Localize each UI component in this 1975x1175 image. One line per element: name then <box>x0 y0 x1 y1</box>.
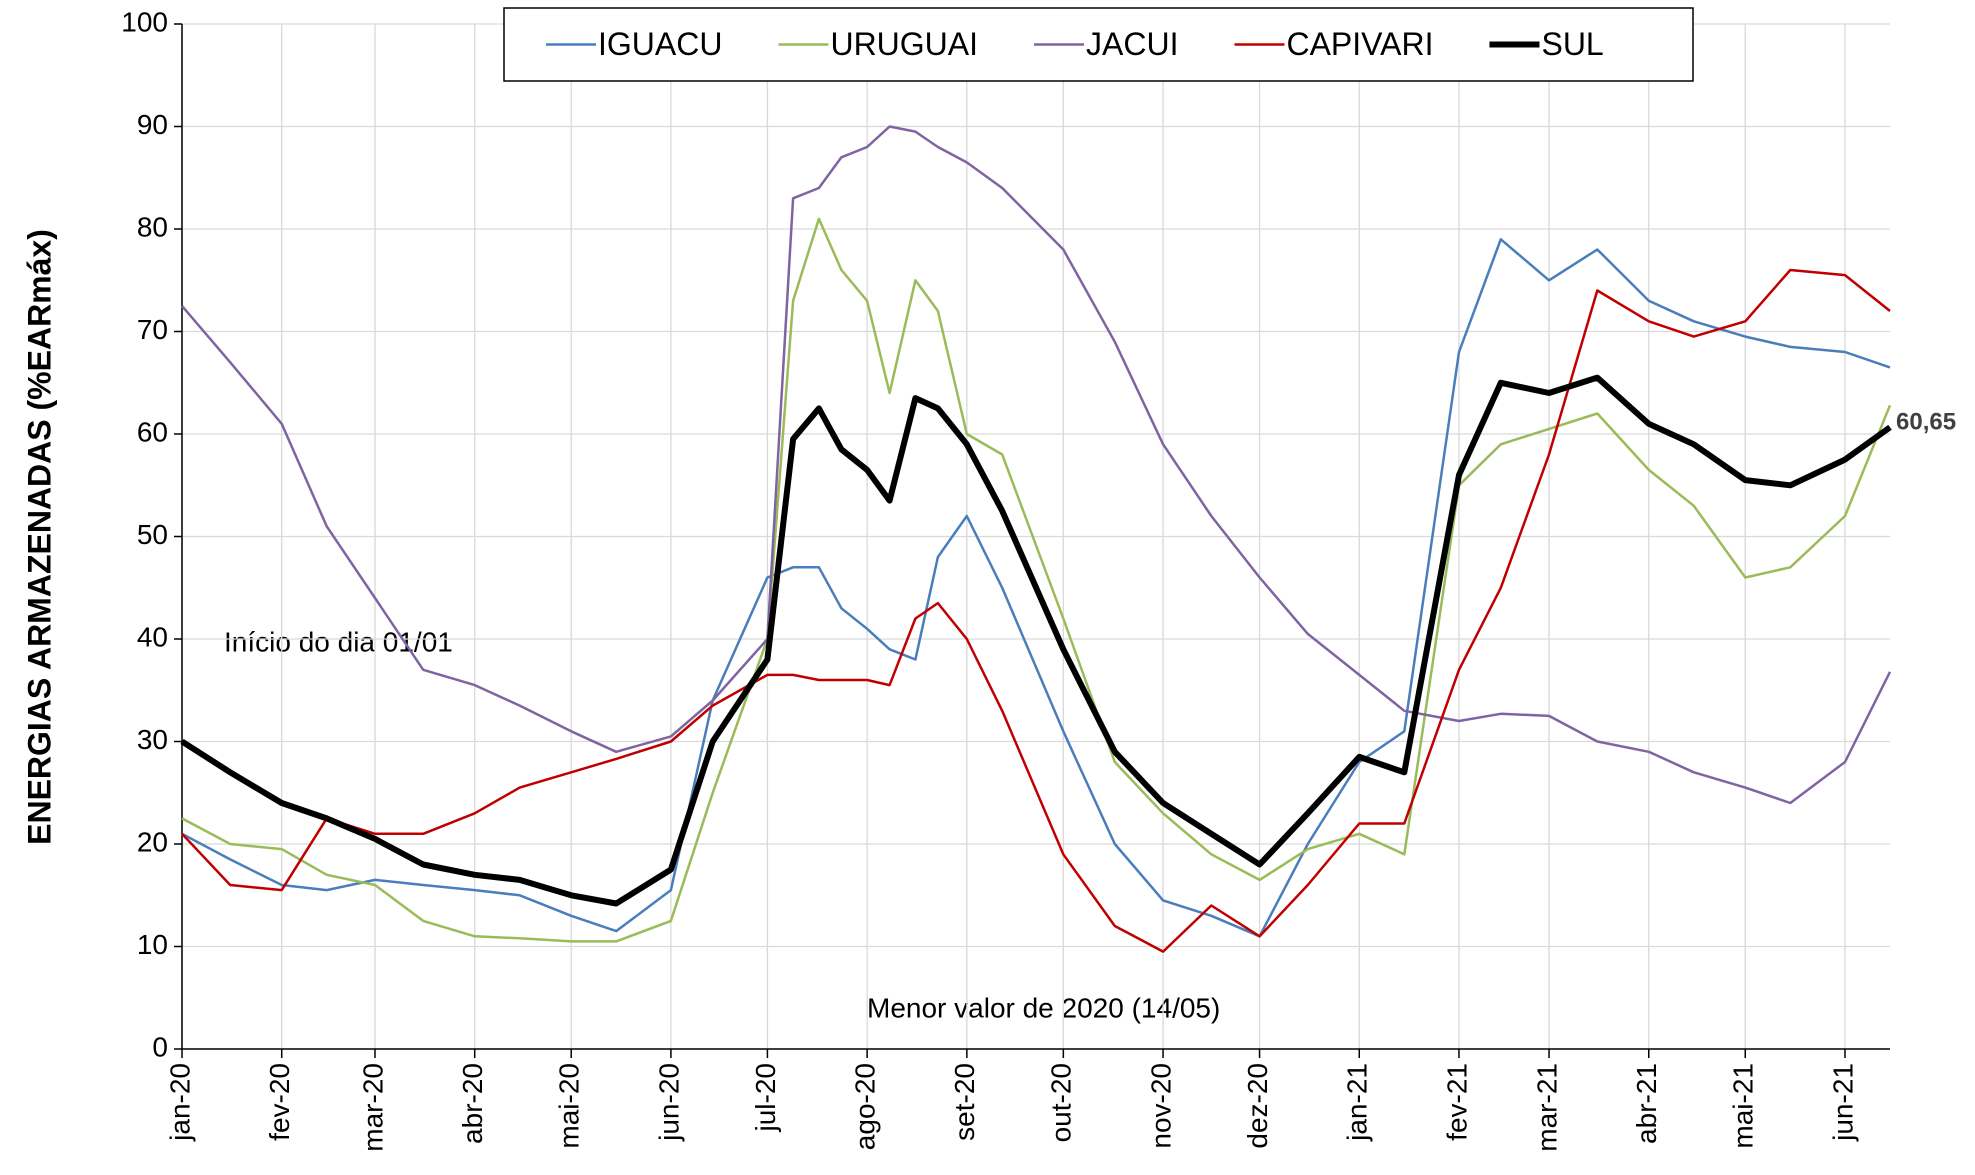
series-line <box>181 217 1892 943</box>
y-tick-label: 30 <box>137 724 168 755</box>
x-tick-label: set-20 <box>949 1063 980 1141</box>
series-line <box>180 374 1892 907</box>
x-tick-label: jun-21 <box>1827 1063 1858 1142</box>
series-line <box>181 125 1892 805</box>
x-tick-label: out-20 <box>1046 1063 1077 1142</box>
y-tick-label: 20 <box>137 826 168 857</box>
x-tick-label: jan-21 <box>1342 1063 1373 1142</box>
grid <box>181 23 1890 1050</box>
legend: IGUACU URUGUAI JACUI CAPIVARI SUL <box>503 7 1694 82</box>
annotation: Início do dia 01/01 <box>224 626 453 657</box>
x-tick-label: abr-21 <box>1631 1063 1662 1144</box>
x-tick-label: jul-20 <box>750 1063 781 1132</box>
x-tick-label: mai-21 <box>1728 1063 1759 1149</box>
x-tick-label: dez-20 <box>1242 1063 1273 1149</box>
legend-label: SUL <box>1541 26 1603 62</box>
x-tick-label: jan-20 <box>164 1063 195 1142</box>
x-tick-label: abr-20 <box>457 1063 488 1144</box>
annotation: Menor valor de 2020 (14/05) <box>867 992 1220 1023</box>
x-tick-label: jun-20 <box>653 1063 684 1142</box>
legend-label: JACUI <box>1086 26 1178 62</box>
y-tick-label: 100 <box>121 6 168 37</box>
legend-label: CAPIVARI <box>1286 26 1433 62</box>
legend-label: URUGUAI <box>830 26 978 62</box>
x-tick-label: mar-21 <box>1531 1063 1562 1152</box>
x-tick-label: nov-20 <box>1145 1063 1176 1149</box>
y-tick-label: 90 <box>137 109 168 140</box>
legend-label: IGUACU <box>598 26 722 62</box>
y-tick-label: 40 <box>137 621 168 652</box>
x-tick-label: fev-21 <box>1441 1063 1472 1141</box>
y-axis-label: ENERGIAS ARMAZENADAS (%EARmáx) <box>21 229 57 845</box>
x-tick-label: mai-20 <box>554 1063 585 1149</box>
y-tick-label: 60 <box>137 416 168 447</box>
y-tick-label: 0 <box>152 1031 168 1062</box>
x-tick-label: ago-20 <box>850 1063 881 1150</box>
data-label: 60,65 <box>1896 409 1956 436</box>
y-tick-label: 80 <box>137 211 168 242</box>
series-line <box>181 268 1891 953</box>
y-tick-label: 10 <box>137 929 168 960</box>
y-tick-label: 70 <box>137 314 168 345</box>
y-tick-label: 50 <box>137 519 168 550</box>
series-line <box>181 238 1891 938</box>
x-tick-label: mar-20 <box>357 1063 388 1152</box>
x-tick-label: fev-20 <box>264 1063 295 1141</box>
